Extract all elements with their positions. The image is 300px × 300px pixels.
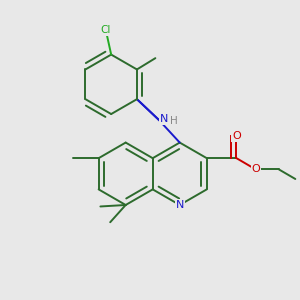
Text: N: N [176,200,184,210]
Text: N: N [160,114,168,124]
Text: Cl: Cl [100,25,111,35]
Text: H: H [170,116,178,126]
Text: O: O [251,164,260,175]
Text: O: O [232,131,241,141]
